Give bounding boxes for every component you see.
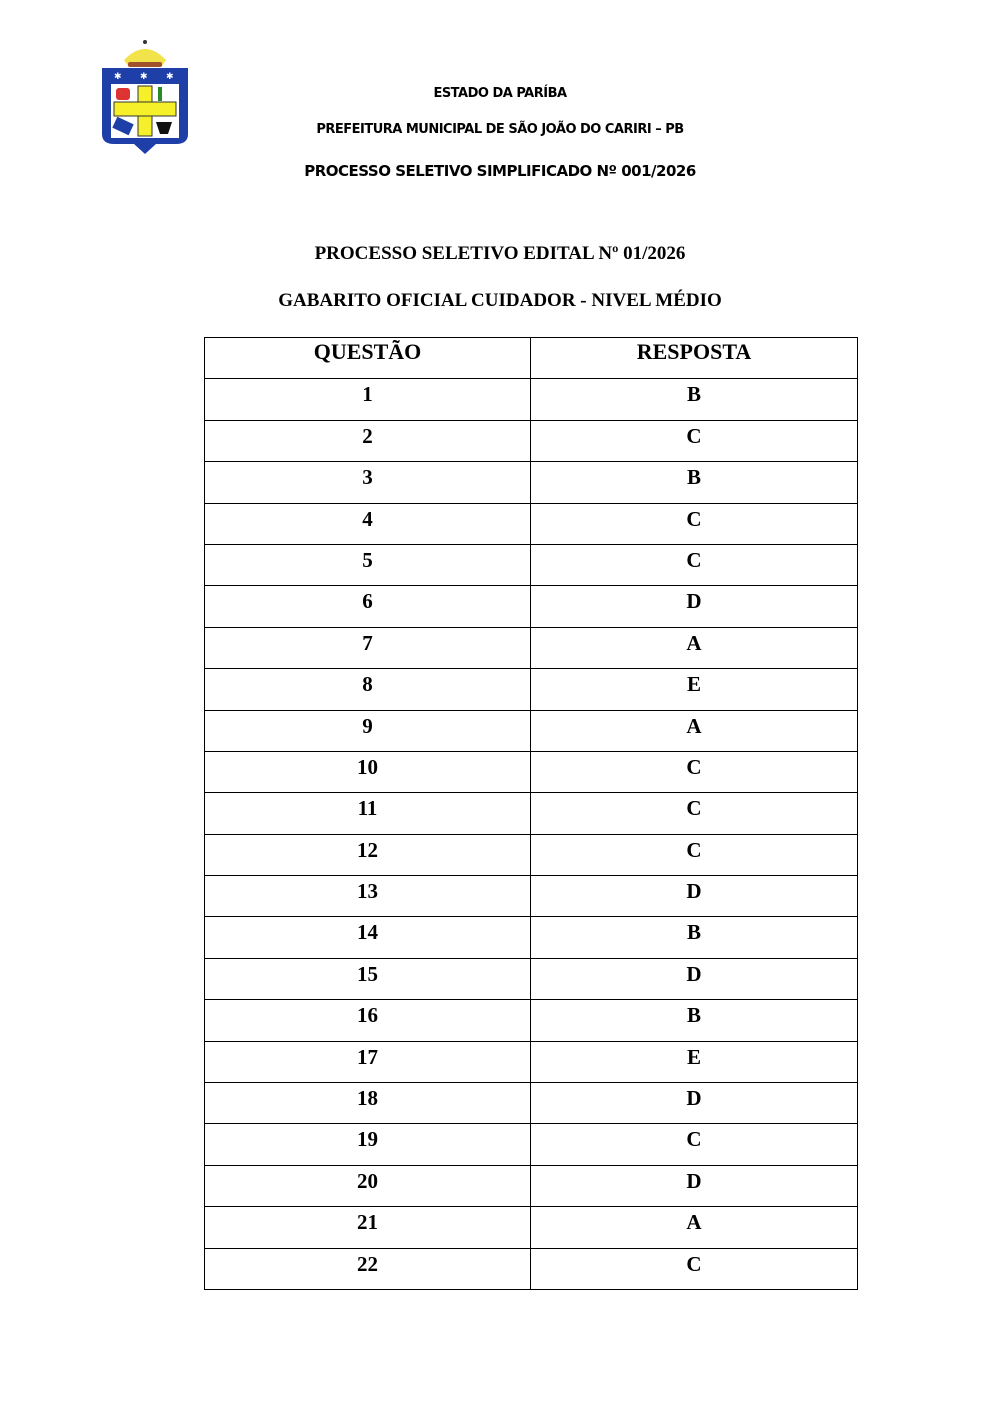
- question-number-cell: 9: [204, 709, 531, 752]
- answer-cell: B: [530, 999, 858, 1042]
- table-row: 16 B: [204, 999, 858, 1042]
- question-number-cell: 4: [204, 502, 531, 545]
- municipal-coat-of-arms-logo: ✱ ✱ ✱: [102, 40, 188, 154]
- answer-cell: D: [530, 875, 858, 918]
- answer-cell: C: [530, 1123, 858, 1166]
- answer-cell: E: [530, 668, 858, 711]
- answer-cell: E: [530, 1040, 858, 1084]
- question-number-cell: 5: [204, 543, 531, 587]
- question-number-cell: 20: [204, 1164, 531, 1208]
- answer-cell: B: [530, 378, 858, 421]
- answer-cell: A: [530, 1206, 858, 1249]
- answer-cell: D: [530, 957, 858, 1001]
- question-number-cell: 2: [204, 419, 531, 463]
- answer-cell: C: [530, 750, 858, 794]
- answer-cell: C: [530, 833, 858, 877]
- question-number-cell: 3: [204, 461, 531, 504]
- question-number-cell: 10: [204, 750, 531, 794]
- answer-cell: A: [530, 709, 858, 752]
- table-row: 18 D: [204, 1082, 858, 1125]
- question-number-cell: 19: [204, 1123, 531, 1166]
- answer-cell: C: [530, 419, 858, 463]
- table-row: 15 D: [204, 957, 858, 1001]
- answer-cell: B: [530, 461, 858, 504]
- question-number-cell: 22: [204, 1247, 531, 1290]
- question-number-cell: 18: [204, 1082, 531, 1125]
- answer-cell: C: [530, 792, 858, 835]
- answer-cell: A: [530, 626, 858, 670]
- question-number-cell: 7: [204, 626, 531, 670]
- answer-cell: D: [530, 1082, 858, 1125]
- answer-cell: D: [530, 1164, 858, 1208]
- question-number-cell: 16: [204, 999, 531, 1042]
- table-row: 22 C: [204, 1247, 858, 1290]
- question-number-cell: 17: [204, 1040, 531, 1084]
- table-row: 19 C: [204, 1123, 858, 1166]
- answer-key-table: QUESTÃO RESPOSTA 1 B 2 C 3 B 4 C 5 C 6 D 7 A 8 E 9 A 10 C 11…: [204, 336, 858, 1290]
- table-row: 10 C: [204, 750, 858, 794]
- table-row: 20 D: [204, 1164, 858, 1208]
- answer-cell: C: [530, 543, 858, 587]
- answer-cell: C: [530, 1247, 858, 1290]
- answer-cell: C: [530, 502, 858, 545]
- table-header-row: QUESTÃO RESPOSTA: [204, 336, 858, 380]
- column-header-answer: RESPOSTA: [530, 336, 858, 380]
- question-number-cell: 14: [204, 916, 531, 959]
- state-name: ESTADO DA PARÍBA: [433, 86, 567, 101]
- column-header-question: QUESTÃO: [204, 336, 531, 380]
- table-row: 13 D: [204, 875, 858, 918]
- question-number-cell: 21: [204, 1206, 531, 1249]
- answer-cell: B: [530, 916, 858, 959]
- table-row: 14 B: [204, 916, 858, 959]
- document-title: PROCESSO SELETIVO EDITAL Nº 01/2026: [314, 243, 686, 264]
- table-row: 21 A: [204, 1206, 858, 1249]
- municipality-name: PREFEITURA MUNICIPAL DE SÃO JOÃO DO CARI…: [316, 122, 684, 137]
- question-number-cell: 11: [204, 792, 531, 835]
- question-number-cell: 8: [204, 668, 531, 711]
- question-number-cell: 1: [204, 378, 531, 421]
- selection-process-name: PROCESSO SELETIVO SIMPLIFICADO Nº 001/20…: [304, 162, 696, 180]
- document-subtitle: GABARITO OFICIAL CUIDADOR - NIVEL MÉDIO: [278, 290, 722, 311]
- table-row: 12 C: [204, 833, 858, 877]
- svg-text:✱: ✱: [166, 71, 174, 81]
- svg-text:✱: ✱: [140, 71, 148, 81]
- question-number-cell: 6: [204, 585, 531, 628]
- svg-text:✱: ✱: [114, 71, 122, 81]
- table-row: 17 E: [204, 1040, 858, 1084]
- answer-cell: D: [530, 585, 858, 628]
- table-row: 11 C: [204, 792, 858, 835]
- question-number-cell: 13: [204, 875, 531, 918]
- question-number-cell: 12: [204, 833, 531, 877]
- question-number-cell: 15: [204, 957, 531, 1001]
